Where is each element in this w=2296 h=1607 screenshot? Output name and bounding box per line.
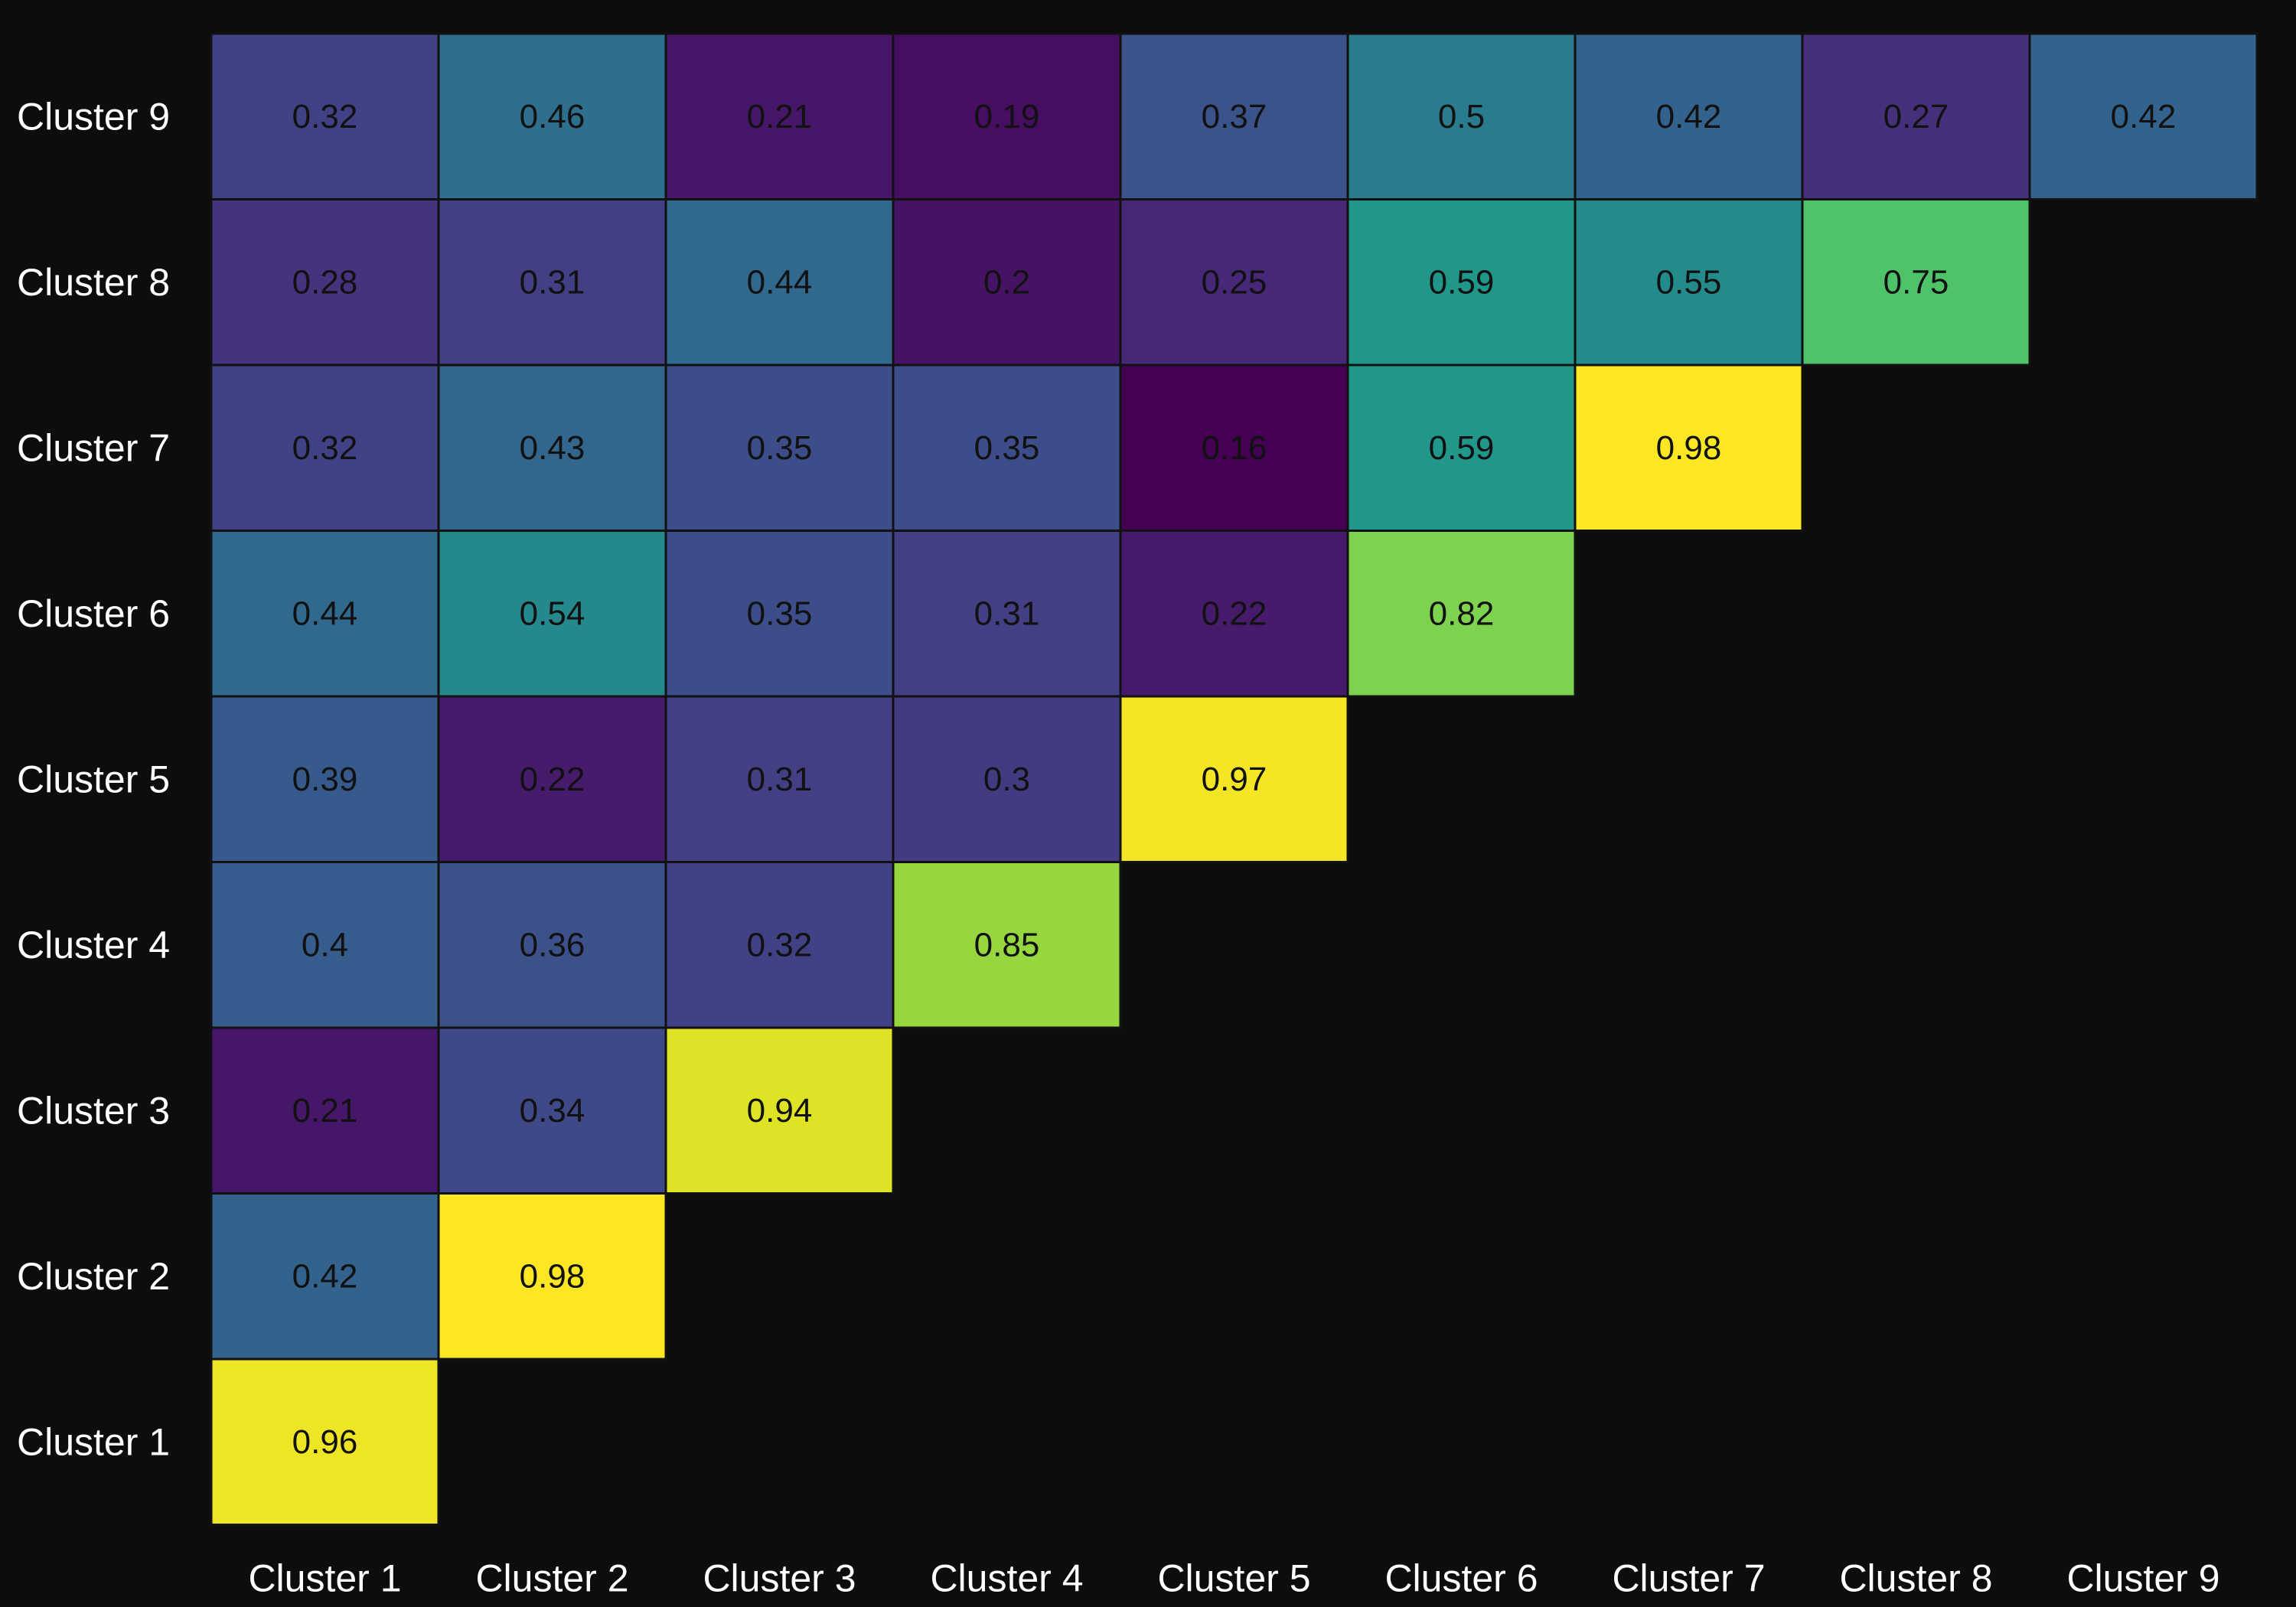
heatmap-cell-label: 0.94 (747, 1092, 813, 1129)
x-tick-label: Cluster 1 (248, 1557, 401, 1600)
heatmap-cell (437, 1192, 667, 1361)
heatmap-cell-label: 0.4 (302, 926, 348, 963)
y-tick-label: Cluster 6 (17, 592, 170, 635)
heatmap-cell (1119, 198, 1349, 367)
heatmap-cell-label: 0.75 (1883, 263, 1949, 301)
heatmap-cell-label: 0.16 (1202, 429, 1267, 467)
heatmap-cell-label: 0.21 (292, 1092, 358, 1129)
y-tick-label: Cluster 1 (17, 1420, 170, 1463)
heatmap-cell (210, 198, 440, 367)
heatmap-cell-label: 0.59 (1429, 429, 1495, 467)
y-tick-label: Cluster 2 (17, 1255, 170, 1298)
y-axis-tick-labels: Cluster 1 Cluster 2 Cluster 3 Cluster 4 Clus… (17, 95, 170, 1463)
heatmap-cell-label: 0.31 (520, 263, 585, 301)
x-axis-tick-labels: Cluster 1 Cluster 2 Cluster 3 Cluster 4 Clus… (248, 1557, 2219, 1600)
heatmap-cell-label: 0.2 (983, 263, 1030, 301)
heatmap-cell-label: 0.36 (520, 926, 585, 963)
heatmap-cell (664, 861, 895, 1029)
heatmap-cell-label: 0.98 (520, 1257, 585, 1295)
heatmap-cell (892, 363, 1122, 532)
heatmap-cell (1801, 32, 2031, 200)
heatmap-cell (1119, 32, 1349, 200)
heatmap-cell (664, 198, 895, 367)
heatmap-cell-label: 0.96 (292, 1423, 358, 1461)
heatmap-cell-label: 0.42 (2111, 98, 2177, 135)
heatmap-cell-label: 0.32 (747, 926, 813, 963)
y-tick-label: Cluster 9 (17, 95, 170, 138)
y-tick-label: Cluster 7 (17, 426, 170, 469)
heatmap-cell (437, 861, 667, 1029)
heatmap-cell-label: 0.35 (747, 429, 813, 467)
heatmap-cell-label: 0.54 (520, 595, 585, 632)
x-tick-label: Cluster 3 (703, 1557, 856, 1600)
heatmap-cells: 0.96 0.42 0.98 0.21 0.34 0.94 0.4 0.36 0.32 0.85 0… (210, 32, 2258, 1526)
heatmap-cell (892, 695, 1122, 863)
heatmap-cell-label: 0.82 (1429, 595, 1495, 632)
heatmap-cell (437, 363, 667, 532)
heatmap-cell-label: 0.32 (292, 429, 358, 467)
heatmap-cell (1801, 198, 2031, 367)
heatmap-cell-label: 0.19 (974, 98, 1040, 135)
heatmap-cell-label: 0.28 (292, 263, 358, 301)
heatmap-cell-label: 0.42 (292, 1257, 358, 1295)
heatmap-cell-label: 0.35 (974, 429, 1040, 467)
heatmap-cell (210, 530, 440, 698)
heatmap-cell-label: 0.35 (747, 595, 813, 632)
heatmap-cell-label: 0.44 (747, 263, 813, 301)
heatmap-cell-label: 0.55 (1656, 263, 1722, 301)
heatmap-cell (664, 1026, 895, 1195)
heatmap-cell (1346, 530, 1577, 698)
heatmap-cell-label: 0.27 (1883, 98, 1949, 135)
heatmap-cell-label: 0.22 (1202, 595, 1267, 632)
heatmap-cell-label: 0.21 (747, 98, 813, 135)
x-tick-label: Cluster 7 (1612, 1557, 1765, 1600)
y-tick-label: Cluster 8 (17, 261, 170, 304)
heatmap-cell-label: 0.37 (1202, 98, 1267, 135)
heatmap-cell (437, 530, 667, 698)
heatmap-cell-label: 0.32 (292, 98, 358, 135)
heatmap-cell (210, 32, 440, 200)
heatmap-cell (437, 32, 667, 200)
heatmap-cell-label: 0.85 (974, 926, 1040, 963)
y-tick-label: Cluster 4 (17, 924, 170, 966)
heatmap-cell-label: 0.46 (520, 98, 585, 135)
heatmap-cell (664, 32, 895, 200)
heatmap-cell (1346, 198, 1577, 367)
heatmap-cell-label: 0.97 (1202, 761, 1267, 798)
heatmap-cell-label: 0.31 (974, 595, 1040, 632)
heatmap-cell-label: 0.59 (1429, 263, 1495, 301)
heatmap-cell (437, 198, 667, 367)
heatmap-cell (437, 1026, 667, 1195)
heatmap-cell-label: 0.22 (520, 761, 585, 798)
heatmap-cell-label: 0.43 (520, 429, 585, 467)
heatmap-cell-label: 0.44 (292, 595, 358, 632)
heatmap-cell-label: 0.98 (1656, 429, 1722, 467)
heatmap-cell-label: 0.31 (747, 761, 813, 798)
heatmap-cell-label: 0.3 (983, 761, 1030, 798)
y-tick-label: Cluster 3 (17, 1089, 170, 1132)
heatmap-cell-label: 0.34 (520, 1092, 585, 1129)
x-tick-label: Cluster 6 (1384, 1557, 1538, 1600)
y-tick-label: Cluster 5 (17, 758, 170, 800)
heatmap-cell (892, 32, 1122, 200)
heatmap-cell (210, 1358, 440, 1526)
x-tick-label: Cluster 8 (1839, 1557, 1992, 1600)
heatmap-cell-label: 0.39 (292, 761, 358, 798)
x-tick-label: Cluster 5 (1157, 1557, 1310, 1600)
x-tick-label: Cluster 4 (930, 1557, 1083, 1600)
heatmap-cell (1574, 32, 1804, 200)
x-tick-label: Cluster 9 (2066, 1557, 2219, 1600)
heatmap-cell (2028, 32, 2258, 200)
heatmap-cell (892, 861, 1122, 1029)
heatmap-cell (1346, 32, 1577, 200)
heatmap-cell (210, 695, 440, 863)
x-tick-label: Cluster 2 (475, 1557, 628, 1600)
heatmap-cell-label: 0.25 (1202, 263, 1267, 301)
heatmap-cell-label: 0.5 (1438, 98, 1485, 135)
heatmap-cell-label: 0.42 (1656, 98, 1722, 135)
